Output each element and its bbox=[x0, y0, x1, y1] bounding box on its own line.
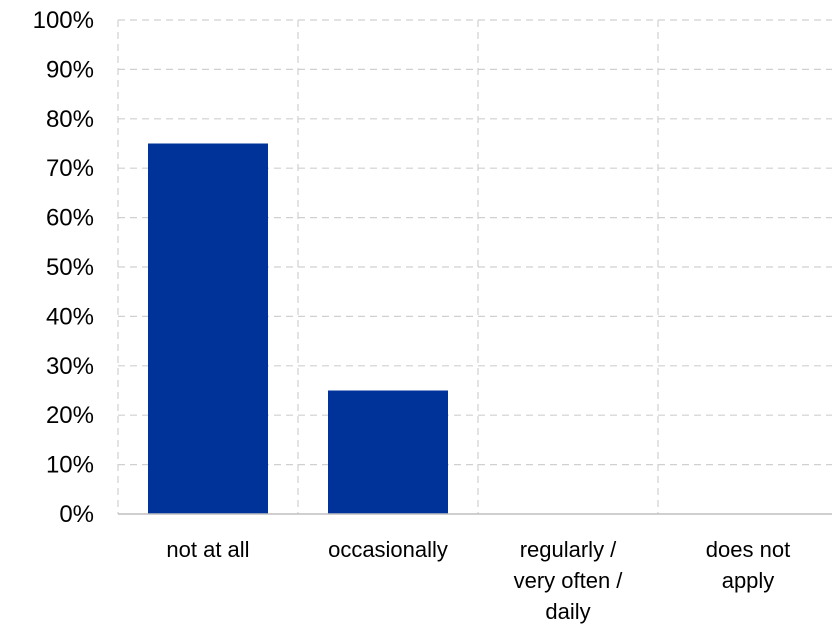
x-tick-label-line: occasionally bbox=[328, 537, 448, 562]
y-tick-label: 30% bbox=[46, 353, 94, 380]
x-tick-label: does not apply bbox=[706, 537, 790, 593]
x-tick-label: not at all bbox=[166, 537, 249, 562]
x-tick-label-line: daily bbox=[545, 599, 590, 624]
x-tick-label-line: does not bbox=[706, 537, 790, 562]
y-tick-label: 60% bbox=[46, 205, 94, 232]
bar bbox=[328, 390, 448, 514]
y-tick-label: 0% bbox=[59, 501, 94, 528]
x-tick-label-line: very often / bbox=[514, 568, 624, 593]
x-tick-label-line: not at all bbox=[166, 537, 249, 562]
y-tick-label: 100% bbox=[33, 7, 94, 34]
y-tick-label: 40% bbox=[46, 303, 94, 330]
y-tick-label: 70% bbox=[46, 155, 94, 182]
bar bbox=[148, 143, 268, 514]
bars bbox=[148, 143, 448, 514]
x-tick-label-line: regularly / bbox=[520, 537, 617, 562]
y-tick-label: 90% bbox=[46, 56, 94, 83]
y-tick-label: 80% bbox=[46, 106, 94, 133]
y-tick-label: 10% bbox=[46, 452, 94, 479]
y-tick-label: 20% bbox=[46, 402, 94, 429]
x-tick-labels: not at all occasionally regularly / very of… bbox=[166, 537, 790, 624]
x-tick-label: occasionally bbox=[328, 537, 448, 562]
y-tick-labels: 0% 10% 20% 30% 40% 50% 60% 70% 80% 90% 100% bbox=[33, 7, 94, 528]
x-tick-label: regularly / very often / daily bbox=[514, 537, 624, 624]
y-tick-label: 50% bbox=[46, 254, 94, 281]
x-tick-label-line: apply bbox=[722, 568, 775, 593]
